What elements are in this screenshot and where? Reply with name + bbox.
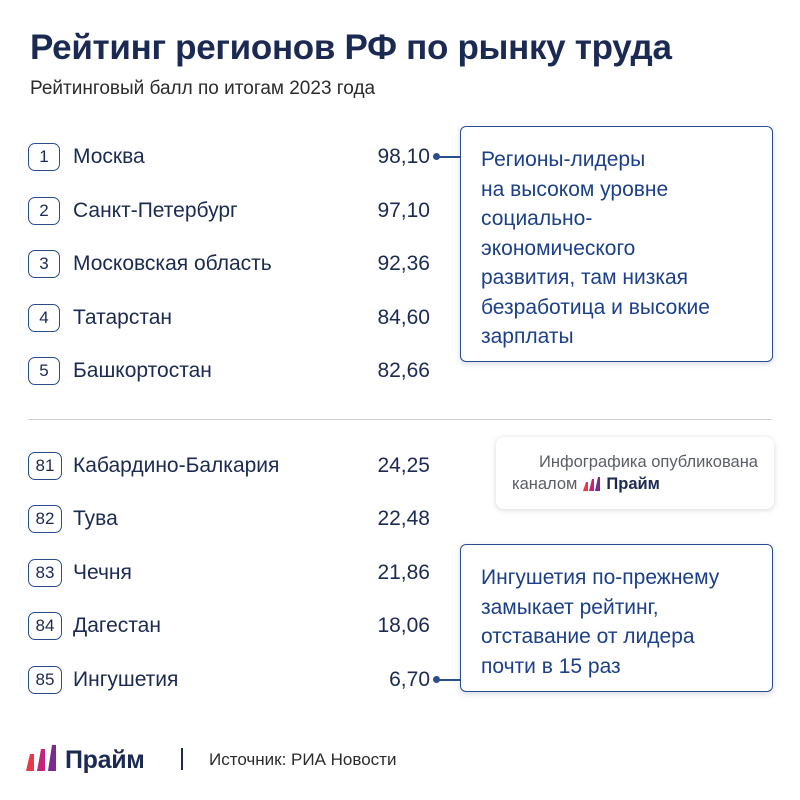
region-score: 92,36	[377, 252, 430, 276]
leaders-callout-line: экономического	[481, 236, 636, 260]
region-score: 98,10	[377, 145, 430, 168]
section-divider	[28, 419, 772, 420]
region-name: Дагестан	[73, 614, 161, 638]
table-row: 83 Чечня 21,86	[28, 558, 430, 589]
region-score: 21,86	[377, 560, 430, 584]
region-score: 6,70	[389, 667, 430, 691]
table-row: 1 Москва 98,10	[28, 143, 430, 173]
footer-separator	[181, 748, 183, 770]
publish-note-prefix: каналом	[512, 475, 578, 493]
region-name: Тува	[73, 507, 118, 531]
rank-badge: 2	[28, 196, 60, 225]
region-name: Татарстан	[73, 305, 173, 329]
leaders-callout: Регионы-лидеры на высоком уровне социаль…	[460, 126, 773, 362]
source-text: Источник: РИА Новости	[209, 750, 397, 769]
page-subtitle: Рейтинговый балл по итогам 2023 года	[30, 78, 376, 99]
publish-note-channel: каналом Прайм	[512, 473, 758, 495]
table-row: 5 Башкортостан 82,66	[28, 357, 430, 387]
rank-badge: 83	[28, 558, 62, 587]
rank-badge: 3	[28, 250, 60, 279]
rank-badge: 5	[28, 357, 60, 386]
outsider-callout-line: Ингушетия по-прежнему	[481, 566, 720, 589]
leaders-callout-line: на высоком уровне	[481, 177, 669, 201]
rank-badge: 1	[28, 143, 60, 171]
region-score: 82,66	[377, 359, 430, 383]
region-score: 24,25	[377, 454, 430, 477]
page-title: Рейтинг регионов РФ по рынку труда	[30, 28, 672, 67]
region-name: Москва	[73, 145, 145, 168]
table-row: 84 Дагестан 18,06	[28, 612, 430, 642]
leaders-callout-line: безработица и высокие	[481, 295, 710, 319]
region-name: Ингушетия	[73, 667, 179, 691]
rank-badge: 81	[28, 452, 62, 480]
rank-badge: 84	[28, 612, 62, 641]
outsider-connector-dot	[433, 676, 440, 683]
leaders-connector-dot	[433, 153, 440, 160]
publish-note-brand: Прайм	[606, 475, 660, 493]
outsider-callout-line: почти в 15 раз	[481, 654, 621, 678]
rank-badge: 82	[28, 505, 62, 534]
region-score: 97,10	[377, 198, 430, 222]
region-score: 18,06	[377, 614, 430, 638]
table-row: 4 Татарстан 84,60	[28, 303, 430, 334]
rank-badge: 4	[28, 303, 60, 332]
table-row: 81 Кабардино-Балкария 24,25	[28, 452, 430, 482]
leaders-callout-line: зарплаты	[481, 325, 574, 348]
outsider-callout-line: отставание от лидера	[481, 625, 695, 648]
leaders-connector-line	[438, 156, 461, 158]
leaders-callout-line: развития, там низкая	[481, 266, 689, 289]
rank-badge: 85	[28, 665, 62, 694]
region-name: Кабардино-Балкария	[73, 454, 280, 477]
region-name: Санкт-Петербург	[73, 198, 238, 222]
table-row: 82 Тува 22,48	[28, 505, 430, 535]
region-name: Чечня	[73, 560, 132, 584]
prime-logo-icon	[26, 745, 59, 776]
table-row: 85 Ингушетия 6,70	[28, 665, 430, 696]
prime-logo-icon	[583, 477, 603, 491]
leaders-callout-line: социально-	[481, 207, 593, 230]
leaders-callout-line: Регионы-лидеры	[481, 148, 646, 171]
footer-brand[interactable]: Прайм	[26, 745, 145, 776]
table-row: 3 Московская область 92,36	[28, 250, 430, 280]
region-name: Башкортостан	[73, 359, 212, 383]
outsider-callout: Ингушетия по-прежнему замыкает рейтинг, …	[460, 544, 773, 692]
publish-note-line: Инфографика опубликована	[539, 453, 758, 471]
publish-note[interactable]: Инфографика опубликована каналом Прайм	[496, 437, 774, 509]
region-score: 84,60	[377, 305, 430, 329]
footer-brand-text: Прайм	[65, 746, 145, 774]
outsider-connector-line	[438, 679, 461, 681]
region-score: 22,48	[377, 507, 430, 531]
region-name: Московская область	[73, 252, 272, 276]
footer: Прайм Источник: РИА Новости	[26, 745, 766, 775]
table-row: 2 Санкт-Петербург 97,10	[28, 196, 430, 227]
outsider-callout-line: замыкает рейтинг,	[481, 595, 659, 619]
